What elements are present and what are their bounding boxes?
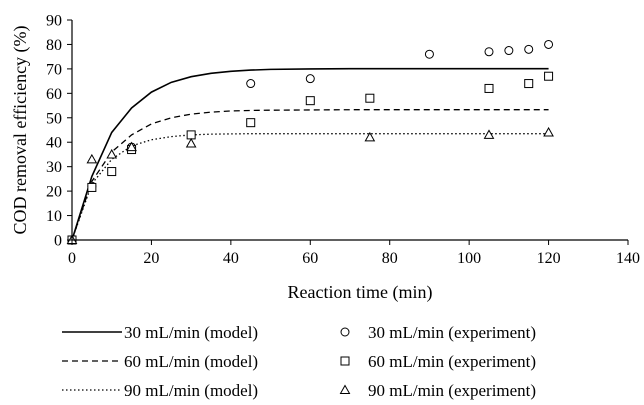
30-ml-min-experiment-point <box>524 44 534 54</box>
y-tick-label: 70 <box>46 61 62 78</box>
60-ml-min-model-line <box>71 109 549 241</box>
60-ml-min-experiment-point <box>484 83 494 93</box>
y-tick-label: 10 <box>46 208 62 225</box>
90-ml-min-model-line <box>71 133 549 241</box>
90-ml-min-experiment-point <box>483 129 495 139</box>
60-ml-min-experiment-point <box>544 71 554 81</box>
30-ml-min-experiment-point <box>504 46 514 56</box>
y-tick-label: 80 <box>46 37 62 54</box>
legend-marker-30-ml-min-experiment <box>340 327 350 337</box>
y-axis-title: COD removal efficiency (%) <box>10 25 31 234</box>
90-ml-min-experiment-point <box>86 153 98 164</box>
60-ml-min-experiment-point <box>246 118 256 128</box>
30-ml-min-model-line <box>71 67 549 241</box>
90-ml-min-experiment-point <box>126 141 137 152</box>
y-tick-label: 90 <box>46 13 62 30</box>
x-axis-title: Reaction time (min) <box>288 282 433 303</box>
legend-label-90-ml-min-model: 90 mL/min (model) <box>124 381 258 400</box>
x-tick-label: 140 <box>616 250 640 267</box>
90-ml-min-experiment-point <box>106 148 118 159</box>
60-ml-min-experiment-point <box>186 130 196 140</box>
x-tick-label: 120 <box>537 250 561 267</box>
legend-label-90-ml-min-experiment: 90 mL/min (experiment) <box>368 381 536 400</box>
y-tick-label: 50 <box>46 110 62 127</box>
y-tick-label: 30 <box>46 159 62 176</box>
60-ml-min-experiment-point <box>107 167 117 177</box>
legend-label-60-ml-min-experiment: 60 mL/min (experiment) <box>368 352 536 371</box>
axes: 0 10 20 30 40 50 60 70 80 90 0 20 40 60 80 100 120 140 <box>46 13 640 268</box>
x-tick-label: 40 <box>223 250 239 267</box>
y-tick-label: 60 <box>46 86 62 103</box>
legend-label-30-ml-min-model: 30 mL/min (model) <box>124 323 258 342</box>
60-ml-min-experiment-point <box>524 79 534 89</box>
x-tick-label: 60 <box>302 250 318 267</box>
x-tick-label: 0 <box>68 250 76 267</box>
30-ml-min-experiment-point <box>424 49 434 59</box>
90-ml-min-experiment-point <box>543 126 554 137</box>
90-ml-min-experiment-point <box>364 131 376 142</box>
y-tick-label: 0 <box>54 233 62 250</box>
plot-area <box>66 39 554 245</box>
60-ml-min-experiment-point <box>305 96 315 106</box>
x-tick-label: 100 <box>457 250 481 267</box>
30-ml-min-experiment-point <box>305 74 315 84</box>
y-tick-label: 40 <box>46 135 62 152</box>
x-tick-label: 80 <box>382 250 398 267</box>
30-ml-min-experiment-point <box>246 79 256 89</box>
90-ml-min-experiment-point <box>185 137 197 148</box>
legend-marker-60-ml-min-experiment <box>340 356 350 366</box>
x-tick-label: 20 <box>143 250 159 267</box>
legend: 30 mL/min (model) 60 mL/min (model) 90 mL/… <box>62 323 536 400</box>
legend-label-60-ml-min-model: 60 mL/min (model) <box>124 352 258 371</box>
legend-label-30-ml-min-experiment: 30 mL/min (experiment) <box>368 323 536 342</box>
y-tick-label: 20 <box>46 184 62 201</box>
60-ml-min-experiment-point <box>87 182 97 192</box>
30-ml-min-experiment-point <box>544 39 554 49</box>
legend-marker-90-ml-min-experiment <box>339 384 351 394</box>
60-ml-min-experiment-point <box>365 93 375 103</box>
30-ml-min-experiment-point <box>484 47 494 57</box>
